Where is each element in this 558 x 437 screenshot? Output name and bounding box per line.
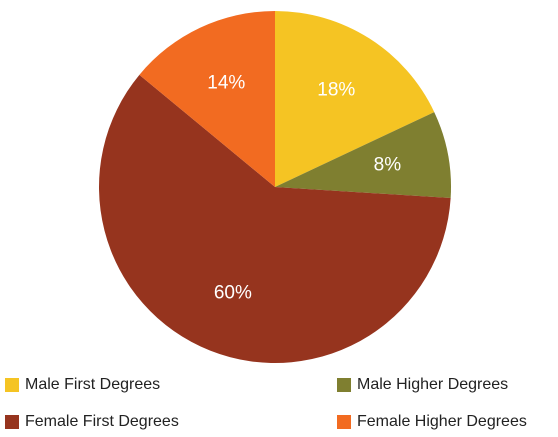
pie-slice [275,11,435,187]
legend-label: Female Higher Degrees [357,413,527,430]
data-label: 8% [374,155,402,176]
pie-slice [139,11,275,187]
data-label: 60% [214,282,252,303]
legend-swatch [337,378,351,392]
data-label: 14% [207,73,245,94]
data-label: 18% [317,79,355,100]
legend-swatch [337,415,351,429]
pie-slice [275,112,451,199]
legend-label: Male First Degrees [25,376,160,393]
legend-label: Female First Degrees [25,413,179,430]
legend-label: Male Higher Degrees [357,376,508,393]
legend-swatch [5,415,19,429]
pie-slice [99,74,451,363]
legend-swatch [5,378,19,392]
